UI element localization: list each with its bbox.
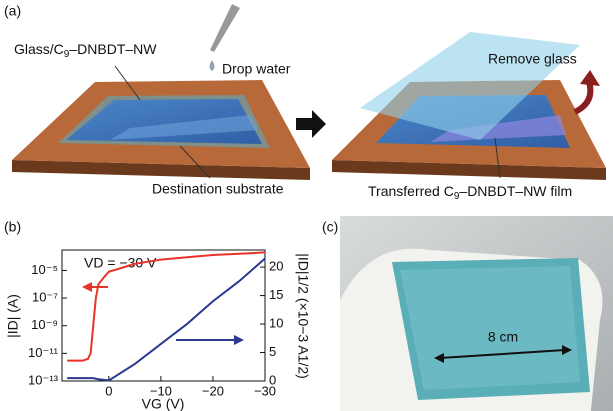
figure: (a) Glass/C9–DNBDT–NW Drop water Destina… bbox=[0, 0, 613, 411]
x-tick-label: 0 bbox=[105, 383, 112, 398]
substrate-label: Destination substrate bbox=[152, 181, 284, 197]
remove-label: Remove glass bbox=[488, 51, 577, 67]
x-tick-label: −20 bbox=[202, 383, 224, 398]
drop-label: Drop water bbox=[222, 61, 291, 77]
y-axis-label: |ID| (A) bbox=[5, 294, 21, 338]
y-tick-label: 10⁻¹¹ bbox=[28, 345, 59, 360]
axis-arrow-head bbox=[82, 282, 92, 292]
y2-tick-label: 15 bbox=[269, 287, 283, 302]
drop bbox=[210, 60, 215, 71]
film-label: Glass/C9–DNBDT–NW bbox=[14, 41, 157, 60]
pipette bbox=[210, 4, 240, 52]
scale-label: 8 cm bbox=[488, 329, 518, 345]
data-line bbox=[67, 259, 265, 381]
x-tick-label: −10 bbox=[150, 383, 172, 398]
arrow bbox=[296, 110, 326, 138]
y2-tick-label: 0 bbox=[269, 372, 276, 387]
y2-tick-label: 10 bbox=[269, 315, 283, 330]
panel-b: (b) VD = −30 V |ID| (A) |ID|1/2 (×10−3 A… bbox=[4, 219, 311, 411]
y2-tick-label: 5 bbox=[269, 344, 276, 359]
panel-a: (a) Glass/C9–DNBDT–NW Drop water Destina… bbox=[4, 3, 606, 202]
panel-label: (a) bbox=[4, 3, 21, 19]
y-tick-label: 10⁻⁹ bbox=[31, 317, 58, 332]
transferred-label: Transferred C9–DNBDT–NW film bbox=[368, 183, 572, 202]
y-tick-label: 10⁻⁵ bbox=[31, 262, 58, 277]
y-tick-label: 10⁻¹³ bbox=[28, 372, 59, 387]
y2-axis-label: |ID|1/2 (×10−3 A1/2) bbox=[295, 253, 311, 379]
axis-arrow-head bbox=[234, 335, 244, 345]
remove-arrow-head bbox=[580, 70, 600, 86]
y-tick-label: 10⁻⁷ bbox=[32, 290, 58, 305]
remove-arrow bbox=[575, 82, 590, 112]
panel-c: (c) 8 cm bbox=[322, 216, 613, 411]
panel-label: (c) bbox=[322, 219, 338, 235]
y2-tick-label: 20 bbox=[269, 259, 283, 274]
panel-label: (b) bbox=[4, 219, 21, 235]
